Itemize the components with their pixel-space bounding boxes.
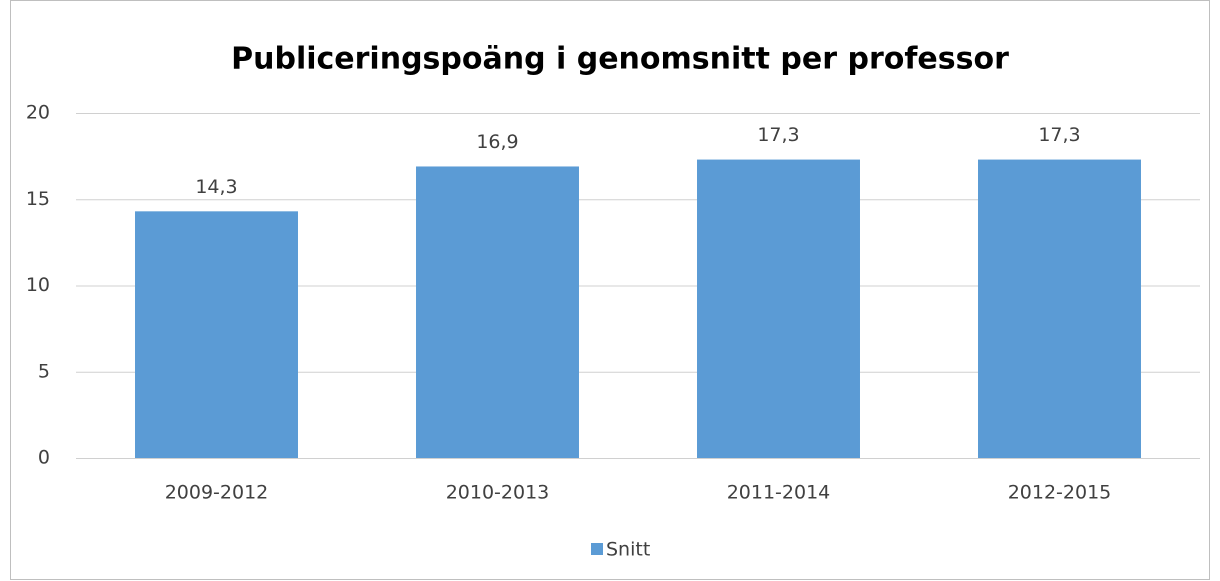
data-label: 17,3 — [1038, 124, 1080, 146]
bar — [135, 211, 298, 458]
legend-swatch — [591, 543, 603, 555]
x-tick-label: 2012-2015 — [1008, 482, 1112, 504]
legend-label: Snitt — [606, 539, 650, 561]
data-label: 14,3 — [195, 176, 237, 198]
x-tick-label: 2011-2014 — [727, 482, 831, 504]
data-label: 16,9 — [476, 131, 518, 153]
bar — [697, 159, 860, 458]
y-tick-label: 10 — [26, 274, 50, 296]
x-tick-label: 2010-2013 — [446, 482, 550, 504]
chart-title: Publiceringspoäng i genomsnitt per profe… — [231, 42, 1009, 77]
y-tick-label: 20 — [26, 102, 50, 124]
x-tick-label: 2009-2012 — [165, 482, 269, 504]
y-tick-label: 5 — [38, 360, 50, 382]
y-tick-label: 0 — [38, 447, 50, 469]
bar — [978, 159, 1141, 458]
y-tick-label: 15 — [26, 188, 50, 210]
data-label: 17,3 — [757, 124, 799, 146]
bar — [416, 166, 579, 458]
